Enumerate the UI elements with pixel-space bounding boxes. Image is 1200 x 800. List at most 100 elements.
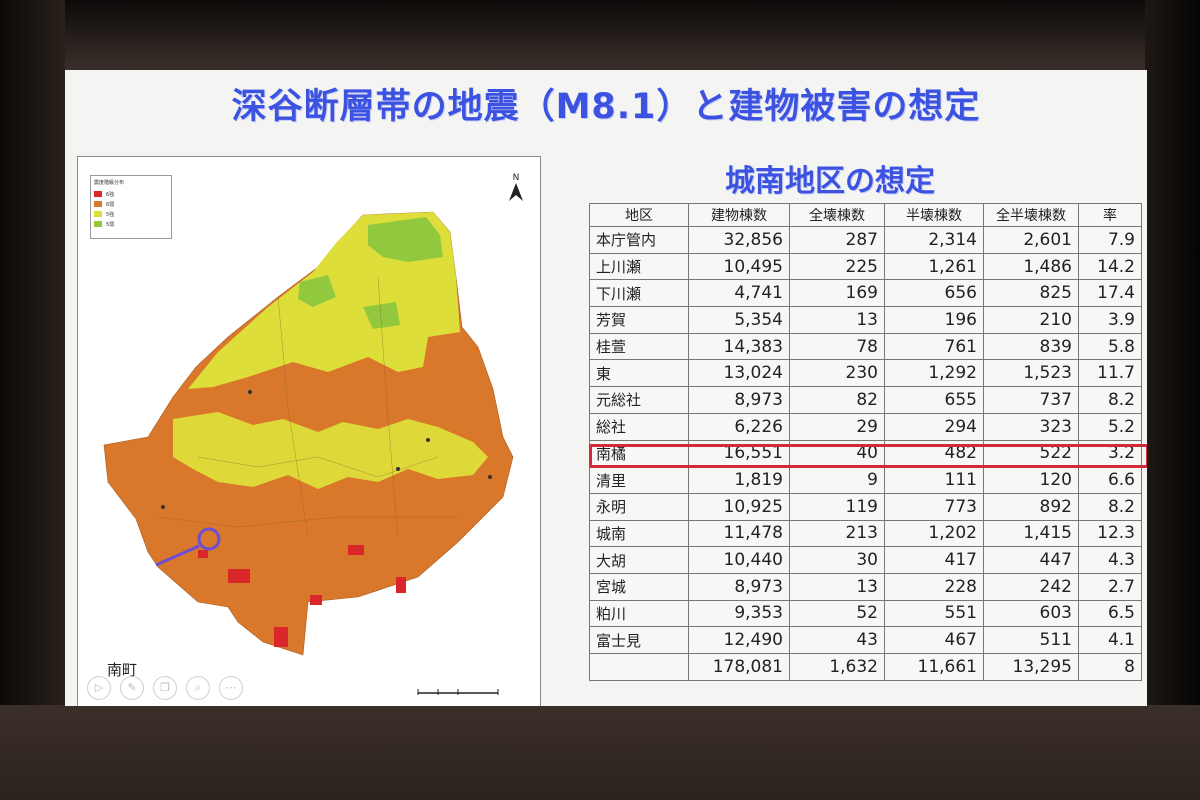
map-region-5-strong-center	[173, 412, 488, 489]
map-region-6-strong	[348, 545, 364, 555]
cell-district: 永明	[589, 492, 689, 521]
pen-icon[interactable]: ✎	[120, 676, 144, 700]
room-wall-top	[0, 0, 1200, 70]
map-region-6-strong	[396, 577, 406, 593]
cell-half-collapse: 551	[884, 599, 984, 628]
cell-rate: 6.6	[1078, 466, 1142, 494]
map-region-6-strong	[310, 595, 322, 605]
cell-buildings: 6,226	[688, 412, 790, 441]
cell-district: 総社	[589, 412, 689, 441]
cell-buildings: 8,973	[688, 572, 790, 601]
table-row: 富士見 12,490 43 467 511 4.1	[589, 626, 1142, 654]
total-cell-buildings: 178,081	[688, 653, 790, 681]
cell-buildings: 10,925	[688, 492, 790, 521]
damage-table: 地区 建物棟数 全壊棟数 半壊棟数 全半壊棟数 率 本庁管内 32,856 287 2…	[589, 203, 1142, 681]
copy-icon[interactable]: ❐	[153, 676, 177, 700]
table-row: 宮城 8,973 13 228 242 2.7	[589, 572, 1142, 601]
map-legend: 震度階級分布 6強 6弱 5強 5弱	[90, 175, 172, 239]
table-row: 元総社 8,973 82 655 737 8.2	[589, 386, 1142, 414]
scale-bar	[417, 689, 499, 695]
cell-buildings: 12,490	[688, 626, 790, 654]
cell-combined: 737	[983, 386, 1079, 414]
city-marker	[426, 438, 430, 442]
map-region-5-weak-patch	[298, 275, 336, 307]
table-row: 下川瀬 4,741 169 656 825 17.4	[589, 279, 1142, 308]
cell-total-collapse: 9	[789, 466, 885, 494]
map-region-6-strong	[228, 569, 250, 583]
cell-half-collapse: 761	[884, 332, 984, 361]
legend-label: 6弱	[106, 201, 115, 208]
cell-half-collapse: 111	[884, 466, 984, 494]
total-cell-half-collapse: 11,661	[884, 653, 984, 681]
cell-combined: 447	[983, 546, 1079, 574]
highlight-row-marker	[589, 444, 1147, 468]
cell-buildings: 32,856	[688, 226, 790, 254]
cell-rate: 3.9	[1078, 306, 1142, 334]
callout-label: 南町	[107, 661, 138, 679]
cell-district: 清里	[589, 466, 689, 494]
cell-district: 元総社	[589, 386, 689, 414]
col-header-combined: 全半壊棟数	[983, 203, 1079, 227]
table-row: 大胡 10,440 30 417 447 4.3	[589, 546, 1142, 574]
cell-rate: 5.8	[1078, 332, 1142, 361]
legend-label: 6強	[106, 191, 115, 198]
cell-half-collapse: 1,261	[884, 252, 984, 281]
cell-total-collapse: 169	[789, 279, 885, 308]
map-region-6-strong	[274, 627, 288, 647]
seismic-intensity-map: 震度階級分布 6強 6弱 5強 5弱 N 南町	[77, 156, 541, 706]
cell-combined: 825	[983, 279, 1079, 308]
map-region-5-weak-top	[368, 217, 443, 262]
cell-combined: 242	[983, 572, 1079, 601]
zoom-icon[interactable]: ⌕	[186, 676, 210, 700]
cell-combined: 2,601	[983, 226, 1079, 254]
room-wall-left	[0, 0, 65, 800]
map-drawing	[103, 211, 514, 695]
cell-rate: 11.7	[1078, 359, 1142, 388]
cell-district: 宮城	[589, 572, 689, 601]
map-region-6-strong	[198, 550, 208, 558]
play-icon[interactable]: ▷	[87, 676, 111, 700]
cell-buildings: 14,383	[688, 332, 790, 361]
cell-rate: 5.2	[1078, 412, 1142, 441]
cell-rate: 7.9	[1078, 226, 1142, 254]
cell-total-collapse: 213	[789, 519, 885, 548]
cell-combined: 120	[983, 466, 1079, 494]
cell-combined: 323	[983, 412, 1079, 441]
table-row: 上川瀬 10,495 225 1,261 1,486 14.2	[589, 252, 1142, 281]
cell-district: 桂萱	[589, 332, 689, 361]
legend-item: 6弱	[94, 199, 168, 209]
cell-half-collapse: 2,314	[884, 226, 984, 254]
legend-swatch	[94, 191, 102, 197]
cell-half-collapse: 1,292	[884, 359, 984, 388]
cell-combined: 210	[983, 306, 1079, 334]
cell-combined: 511	[983, 626, 1079, 654]
cell-rate: 12.3	[1078, 519, 1142, 548]
cell-half-collapse: 294	[884, 412, 984, 441]
more-icon[interactable]: ⋯	[219, 676, 243, 700]
north-arrow-glyph	[509, 183, 523, 201]
cell-rate: 8.2	[1078, 386, 1142, 414]
col-header-rate: 率	[1078, 203, 1142, 227]
legend-item: 5強	[94, 209, 168, 219]
cell-district: 芳賀	[589, 306, 689, 334]
north-label: N	[512, 173, 520, 183]
city-marker	[161, 505, 165, 509]
legend-title: 震度階級分布	[94, 180, 125, 186]
slide-title: 深谷断層帯の地震（M8.1）と建物被害の想定	[231, 87, 981, 127]
cell-combined: 839	[983, 332, 1079, 361]
cell-total-collapse: 13	[789, 306, 885, 334]
legend-swatch	[94, 201, 102, 207]
callout-line	[155, 544, 200, 567]
cell-buildings: 11,478	[688, 519, 790, 548]
cell-half-collapse: 467	[884, 626, 984, 654]
cell-total-collapse: 287	[789, 226, 885, 254]
col-header-total-collapse: 全壊棟数	[789, 203, 885, 227]
cell-rate: 4.3	[1078, 546, 1142, 574]
north-arrow-icon: N	[506, 173, 526, 203]
cell-rate: 8.2	[1078, 492, 1142, 521]
table-row: 芳賀 5,354 13 196 210 3.9	[589, 306, 1142, 334]
total-cell-district	[589, 653, 689, 681]
cell-total-collapse: 82	[789, 386, 885, 414]
room-wall-right	[1145, 0, 1200, 800]
cell-district: 下川瀬	[589, 279, 689, 308]
